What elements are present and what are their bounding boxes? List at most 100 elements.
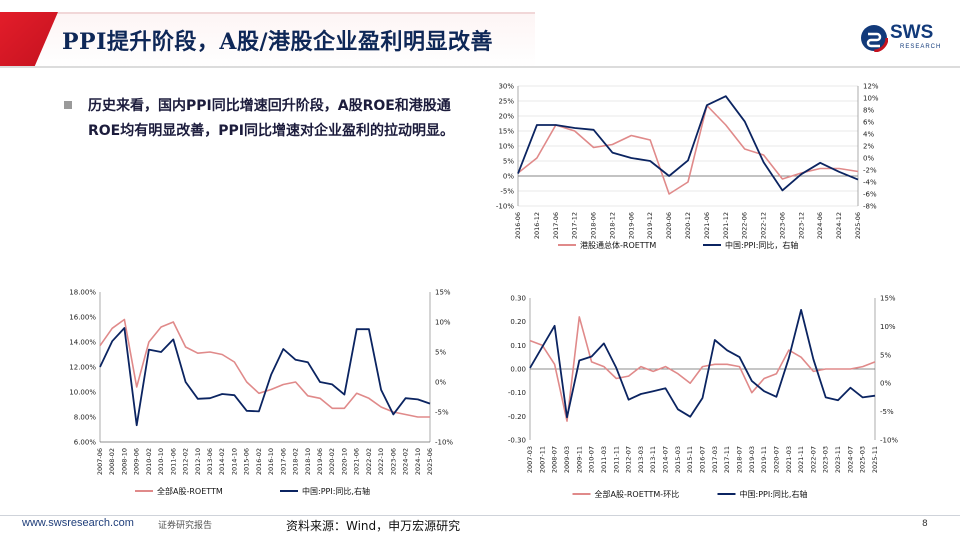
y-right-tick-label: 10% [880, 323, 896, 331]
x-tick-label: 2020-12 [684, 212, 692, 239]
x-tick-label: 2024-12 [835, 212, 843, 239]
y-left-tick-label: -0.30 [508, 437, 526, 445]
x-tick-label: 2017-06 [279, 448, 287, 475]
y-right-tick-label: 8% [863, 107, 874, 115]
x-tick-label: 2018-02 [292, 448, 300, 475]
page-number: 8 [922, 519, 928, 529]
bullet-text: 历史来看，国内PPI同比增速回升阶段，A股ROE和港股通ROE均有明显改善，PP… [88, 98, 454, 139]
ppi-series-line [99, 327, 431, 427]
y-right-tick-label: 4% [863, 131, 874, 139]
y-right-tick-label: 2% [863, 143, 874, 151]
header-bar [0, 12, 535, 68]
chart-svg: -10% -5% 0% 5% 10% 15% 20% 25% 30% -8% -6% -4% -2% 0%… [496, 83, 879, 251]
logo-text: SWS [890, 22, 934, 43]
x-tick-label: 2012-02 [182, 448, 190, 475]
x-tick-label: 2016-07 [699, 446, 707, 473]
y-left-tick-label: 20% [498, 113, 514, 121]
x-tick-label: 2014-07 [662, 446, 670, 473]
footer-url-link[interactable]: www.swsresearch.com [22, 517, 134, 529]
x-tick-label: 2020-02 [328, 448, 336, 475]
y-left-tick-label: 5% [503, 158, 514, 166]
chart-a-share-roe-ppi: 6.00% 8.00% 10.00% 12.00% 14.00% 16.00% 18.00%… [30, 282, 460, 507]
x-tick-label: 2009-03 [563, 446, 571, 473]
x-tick-label: 2019-12 [646, 212, 654, 239]
y-right-tick-label: 6% [863, 119, 874, 127]
x-tick-label: 2017-11 [723, 446, 731, 473]
x-tick-label: 2016-10 [267, 448, 275, 475]
footer-divider [0, 515, 960, 516]
x-tick-label: 2021-06 [703, 212, 711, 239]
x-tick-label: 2010-07 [588, 446, 596, 473]
x-tick-label: 2011-03 [600, 446, 608, 473]
legend-label: 中国:PPI:同比,右轴 [302, 486, 370, 496]
x-tick-label: 2013-06 [206, 448, 214, 475]
x-tick-label: 2017-12 [571, 212, 579, 239]
x-tick-label: 2025-11 [871, 446, 879, 473]
x-tick-label: 2025-03 [859, 446, 867, 473]
y-right-tick-label: 15% [435, 289, 451, 297]
x-tick-label: 2015-06 [243, 448, 251, 475]
x-tick-label: 2022-06 [741, 212, 749, 239]
x-tick-label: 2014-02 [218, 448, 226, 475]
x-tick-label: 2018-06 [590, 212, 598, 239]
y-left-tick-label: -0.10 [508, 389, 526, 397]
x-tick-label: 2023-03 [822, 446, 830, 473]
y-right-tick-label: -2% [863, 167, 877, 175]
x-tick-label: 2013-11 [649, 446, 657, 473]
x-tick-label: 2024-06 [816, 212, 824, 239]
y-left-tick-label: 15% [498, 128, 514, 136]
ppi-series-line [529, 308, 876, 419]
y-left-tick-label: 8.00% [74, 414, 97, 422]
x-tick-label: 2011-06 [169, 448, 177, 475]
x-tick-label: 2017-03 [711, 446, 719, 473]
legend-label: 港股通总体-ROETTM [580, 240, 656, 250]
y-right-tick-label: 5% [880, 351, 891, 359]
x-tick-label: 2015-03 [674, 446, 682, 473]
y-left-tick-label: 10.00% [69, 389, 96, 397]
x-tick-label: 2024-02 [402, 448, 410, 475]
x-tick-label: 2015-11 [686, 446, 694, 473]
x-tick-label: 2007-11 [538, 446, 546, 473]
header-divider [0, 66, 960, 68]
y-left-tick-label: 14.00% [69, 339, 96, 347]
y-right-tick-label: 10% [863, 95, 879, 103]
x-tick-label: 2009-11 [575, 446, 583, 473]
x-tick-label: 2011-11 [612, 446, 620, 473]
chart-hk-roe-ppi: -10% -5% 0% 5% 10% 15% 20% 25% 30% -8% -6% -4% -2% 0%… [488, 76, 888, 256]
x-tick-label: 2019-11 [760, 446, 768, 473]
y-left-tick-label: -5% [500, 188, 514, 196]
y-left-tick-label: 0.30 [510, 295, 526, 303]
x-tick-label: 2020-07 [772, 446, 780, 473]
y-left-tick-label: 30% [498, 83, 514, 91]
y-left-tick-label: 10% [498, 143, 514, 151]
y-right-tick-label: 5% [435, 349, 446, 357]
chart-svg: 6.00% 8.00% 10.00% 12.00% 14.00% 16.00% 18.00%… [69, 289, 453, 497]
x-tick-label: 2022-12 [760, 212, 768, 239]
x-tick-label: 2016-02 [255, 448, 263, 475]
x-tick-label: 2017-06 [552, 212, 560, 239]
legend-label: 中国:PPI:同比,右轴 [740, 489, 808, 499]
y-left-tick-label: 0% [503, 173, 514, 181]
y-right-tick-label: -6% [863, 191, 877, 199]
y-right-tick-label: -8% [863, 203, 877, 211]
x-tick-label: 2008-07 [551, 446, 559, 473]
page-title: PPI提升阶段，A股/港股企业盈利明显改善 [62, 29, 493, 55]
y-left-tick-label: 18.00% [69, 289, 96, 297]
y-right-tick-label: -10% [880, 437, 898, 445]
sws-logo: SWS RESEARCH [859, 22, 945, 54]
x-tick-label: 2019-06 [316, 448, 324, 475]
x-tick-label: 2009-06 [133, 448, 141, 475]
x-tick-label: 2010-10 [157, 448, 165, 475]
x-tick-label: 2008-10 [120, 448, 128, 475]
y-right-tick-label: 0% [880, 380, 891, 388]
chart-a-share-roe-mom-ppi: -0.30 -0.20 -0.10 0.00 0.10 0.20 0.30 -10% -5% 0%… [490, 290, 899, 510]
x-tick-label: 2016-12 [533, 212, 541, 239]
y-right-tick-label: -4% [863, 179, 877, 187]
x-tick-label: 2008-02 [108, 448, 116, 475]
x-tick-label: 2018-07 [735, 446, 743, 473]
sws-logo-icon [859, 23, 889, 53]
bullet-square-icon [64, 101, 72, 109]
y-right-tick-label: -10% [435, 439, 453, 447]
y-right-tick-label: -5% [880, 408, 894, 416]
x-tick-label: 2019-06 [627, 212, 635, 239]
